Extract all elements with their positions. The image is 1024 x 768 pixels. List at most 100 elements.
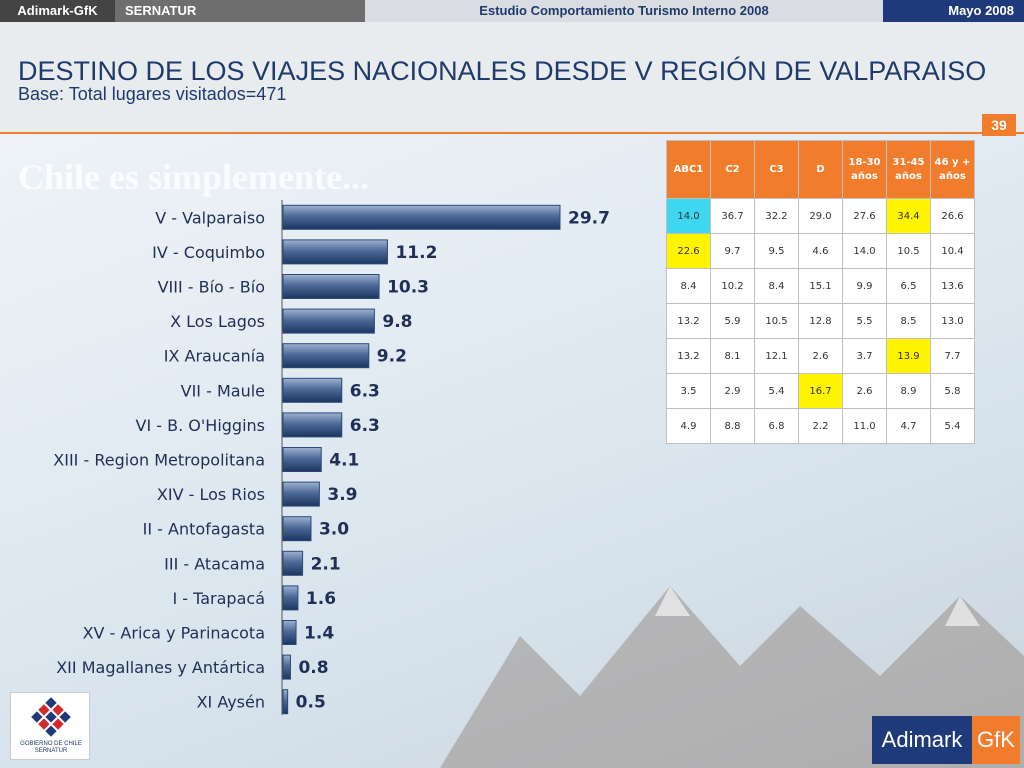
category-label: III - Atacama bbox=[164, 554, 265, 573]
table-cell: 8.1 bbox=[710, 338, 755, 374]
table-cell: 15.1 bbox=[798, 268, 843, 304]
table-header-cell: 18-30 años bbox=[842, 140, 887, 199]
table-cell: 29.0 bbox=[798, 198, 843, 234]
table-row: 22.6 9.7 9.5 4.6 14.0 10.5 10.4 bbox=[666, 233, 975, 269]
table-row: 8.4 10.2 8.4 15.1 9.9 6.5 13.6 bbox=[666, 268, 975, 304]
table-cell: 4.6 bbox=[798, 233, 843, 269]
table-row: 13.2 8.1 12.1 2.6 3.7 13.9 7.7 bbox=[666, 338, 975, 374]
table-cell: 5.4 bbox=[754, 373, 799, 409]
table-header-row: ABC1 C2 C3 D 18-30 años 31-45 años 46 y + años bbox=[666, 140, 975, 199]
bar bbox=[282, 412, 343, 438]
bar-value-label: 0.8 bbox=[298, 658, 328, 678]
table-row: 14.0 36.7 32.2 29.0 27.6 34.4 26.6 bbox=[666, 198, 975, 234]
table-header-cell: D bbox=[798, 140, 843, 199]
gobierno-emblem-icon bbox=[31, 697, 71, 737]
bar bbox=[282, 447, 322, 472]
table-cell: 2.9 bbox=[710, 373, 755, 409]
bar-value-label: 3.9 bbox=[327, 485, 357, 505]
slide-header: DESTINO DE LOS VIAJES NACIONALES DESDE V… bbox=[0, 22, 1024, 134]
table-cell: 2.6 bbox=[842, 373, 887, 409]
category-label: V - Valparaiso bbox=[155, 208, 265, 227]
bar bbox=[282, 274, 380, 299]
table-cell: 27.6 bbox=[842, 198, 887, 234]
table-cell: 13.9 bbox=[886, 338, 931, 374]
bar bbox=[282, 550, 304, 576]
adimark-gfk-logo: Adimark GfK bbox=[872, 716, 1020, 764]
table-cell: 2.2 bbox=[798, 408, 843, 444]
bar bbox=[282, 689, 289, 715]
bar-value-label: 29.7 bbox=[568, 208, 610, 228]
table-cell: 12.1 bbox=[754, 338, 799, 374]
table-cell: 13.2 bbox=[666, 303, 711, 339]
table-cell: 2.6 bbox=[798, 338, 843, 374]
table-cell: 4.7 bbox=[886, 408, 931, 444]
table-cell: 26.6 bbox=[930, 198, 975, 234]
category-label: VIII - Bío - Bío bbox=[158, 278, 265, 297]
table-header-cell: C3 bbox=[754, 140, 799, 199]
bar-value-label: 11.2 bbox=[395, 243, 437, 263]
category-label: XI Aysén bbox=[197, 693, 265, 712]
category-label: IV - Coquimbo bbox=[152, 243, 265, 262]
table-cell: 6.5 bbox=[886, 268, 931, 304]
table-cell: 8.4 bbox=[754, 268, 799, 304]
table-cell: 9.5 bbox=[754, 233, 799, 269]
bar-value-label: 9.8 bbox=[382, 312, 412, 332]
table-row: 3.5 2.9 5.4 16.7 2.6 8.9 5.8 bbox=[666, 373, 975, 409]
table-header-cell: ABC1 bbox=[666, 140, 711, 199]
table-cell: 12.8 bbox=[798, 303, 843, 339]
bar bbox=[282, 654, 291, 680]
table-header-cell: 31-45 años bbox=[886, 140, 931, 199]
segment-table: ABC1 C2 C3 D 18-30 años 31-45 años 46 y + años 14… bbox=[666, 140, 975, 444]
background-slogan: Chile es simplemente... bbox=[18, 157, 369, 197]
table-header-cell: C2 bbox=[710, 140, 755, 199]
bar bbox=[282, 377, 343, 403]
category-label: VII - Maule bbox=[181, 381, 265, 400]
bar bbox=[282, 239, 388, 265]
table-cell: 22.6 bbox=[666, 233, 711, 269]
bar bbox=[282, 585, 299, 611]
table-cell: 5.9 bbox=[710, 303, 755, 339]
table-cell: 9.7 bbox=[710, 233, 755, 269]
adimark-logo-text: Adimark bbox=[872, 716, 972, 764]
bar-value-label: 2.1 bbox=[311, 554, 341, 574]
category-label: XV - Arica y Parinacota bbox=[83, 624, 265, 643]
category-label: XIV - Los Rios bbox=[157, 485, 265, 504]
bar-value-label: 1.4 bbox=[304, 624, 334, 644]
bar-value-label: 4.1 bbox=[329, 451, 359, 471]
table-cell: 13.6 bbox=[930, 268, 975, 304]
bar bbox=[282, 343, 370, 369]
table-cell: 5.5 bbox=[842, 303, 887, 339]
table-cell: 8.9 bbox=[886, 373, 931, 409]
page-title: DESTINO DE LOS VIAJES NACIONALES DESDE V… bbox=[18, 56, 987, 86]
table-row: 4.9 8.8 6.8 2.2 11.0 4.7 5.4 bbox=[666, 408, 975, 444]
gobierno-logo: GOBIERNO DE CHILE SERNATUR bbox=[10, 692, 90, 760]
table-cell: 8.4 bbox=[666, 268, 711, 304]
table-cell: 10.4 bbox=[930, 233, 975, 269]
table-cell: 6.8 bbox=[754, 408, 799, 444]
table-cell: 4.9 bbox=[666, 408, 711, 444]
table-cell: 13.2 bbox=[666, 338, 711, 374]
bar bbox=[282, 481, 320, 507]
bar bbox=[282, 308, 375, 334]
category-label: XIII - Region Metropolitana bbox=[53, 451, 265, 470]
table-cell: 14.0 bbox=[842, 233, 887, 269]
bar-value-label: 1.6 bbox=[306, 589, 336, 609]
table-cell: 10.5 bbox=[886, 233, 931, 269]
category-label: II - Antofagasta bbox=[143, 520, 265, 539]
top-bar: Adimark-GfK SERNATUR Estudio Comportamie… bbox=[0, 0, 1024, 22]
bar-value-label: 10.3 bbox=[387, 278, 429, 298]
bar-value-label: 6.3 bbox=[350, 416, 380, 436]
brand-label: Adimark-GfK bbox=[0, 0, 115, 22]
table-cell: 36.7 bbox=[710, 198, 755, 234]
category-label: I - Tarapacá bbox=[172, 589, 265, 608]
table-cell: 3.5 bbox=[666, 373, 711, 409]
table-cell: 5.8 bbox=[930, 373, 975, 409]
study-label: Estudio Comportamiento Turismo Interno 2… bbox=[365, 0, 883, 22]
table-cell: 9.9 bbox=[842, 268, 887, 304]
table-cell: 14.0 bbox=[666, 198, 711, 234]
page-number: 39 bbox=[982, 114, 1016, 136]
category-label: VI - B. O'Higgins bbox=[136, 416, 265, 435]
bar-value-label: 6.3 bbox=[350, 381, 380, 401]
table-cell: 7.7 bbox=[930, 338, 975, 374]
table-cell: 13.0 bbox=[930, 303, 975, 339]
